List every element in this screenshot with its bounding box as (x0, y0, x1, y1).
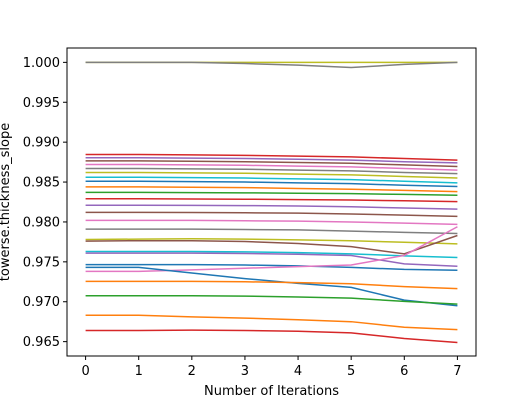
series-line-3 (85, 153, 458, 161)
series-line-15 (85, 211, 458, 218)
series-line-20 (85, 250, 458, 259)
series-line-25 (85, 280, 458, 290)
y-tick-label: 0.985 (23, 176, 60, 191)
series-line-7 (85, 167, 458, 175)
y-tick-label: 0.975 (23, 255, 60, 270)
series-line-11 (85, 186, 458, 193)
y-tick-label: 0.980 (23, 215, 60, 230)
x-tick-label: 2 (188, 364, 196, 379)
y-tick-label: 0.990 (23, 136, 60, 151)
series-line-9 (85, 176, 458, 184)
y-tick-label: 1.000 (23, 56, 60, 71)
series-line-17 (85, 228, 458, 235)
series-line-10 (85, 180, 458, 188)
plot-frame (66, 47, 477, 357)
series-line-16 (85, 219, 458, 226)
x-tick-label: 5 (347, 364, 355, 379)
series-line-24 (85, 266, 458, 307)
y-tick-label: 0.965 (23, 335, 60, 350)
series-line-28 (85, 329, 458, 344)
series-line-26 (85, 295, 458, 305)
x-axis-label: Number of Iterations (204, 384, 339, 399)
y-tick-label: 0.970 (23, 295, 60, 310)
series-line-23 (85, 226, 458, 273)
y-axis-label: towerse.thickness_slope (0, 123, 13, 281)
series-line-18 (85, 237, 458, 245)
series-line-6 (85, 163, 458, 171)
series-layer (85, 61, 458, 344)
series-line-19 (85, 234, 458, 255)
series-line-14 (85, 204, 458, 210)
series-line-22 (85, 263, 458, 271)
x-tick-label: 1 (135, 364, 143, 379)
series-line-13 (85, 198, 458, 203)
x-tick-label: 7 (453, 364, 461, 379)
x-tick-label: 4 (294, 364, 302, 379)
y-tick-label: 0.995 (23, 96, 60, 111)
series-line-2 (85, 61, 458, 69)
series-line-5 (85, 160, 458, 168)
series-line-4 (85, 156, 458, 164)
y-axis: 0.965 0.970 0.975 0.980 0.985 0.990 0.995 1.000 (23, 56, 67, 350)
series-line-8 (85, 171, 458, 179)
x-tick-label: 3 (241, 364, 249, 379)
x-tick-label: 0 (81, 364, 89, 379)
x-axis: 0 1 2 3 4 5 6 7 (81, 356, 462, 379)
x-tick-label: 6 (400, 364, 408, 379)
series-line-27 (85, 314, 458, 331)
series-line-12 (85, 191, 458, 196)
series-line-21 (85, 252, 458, 267)
